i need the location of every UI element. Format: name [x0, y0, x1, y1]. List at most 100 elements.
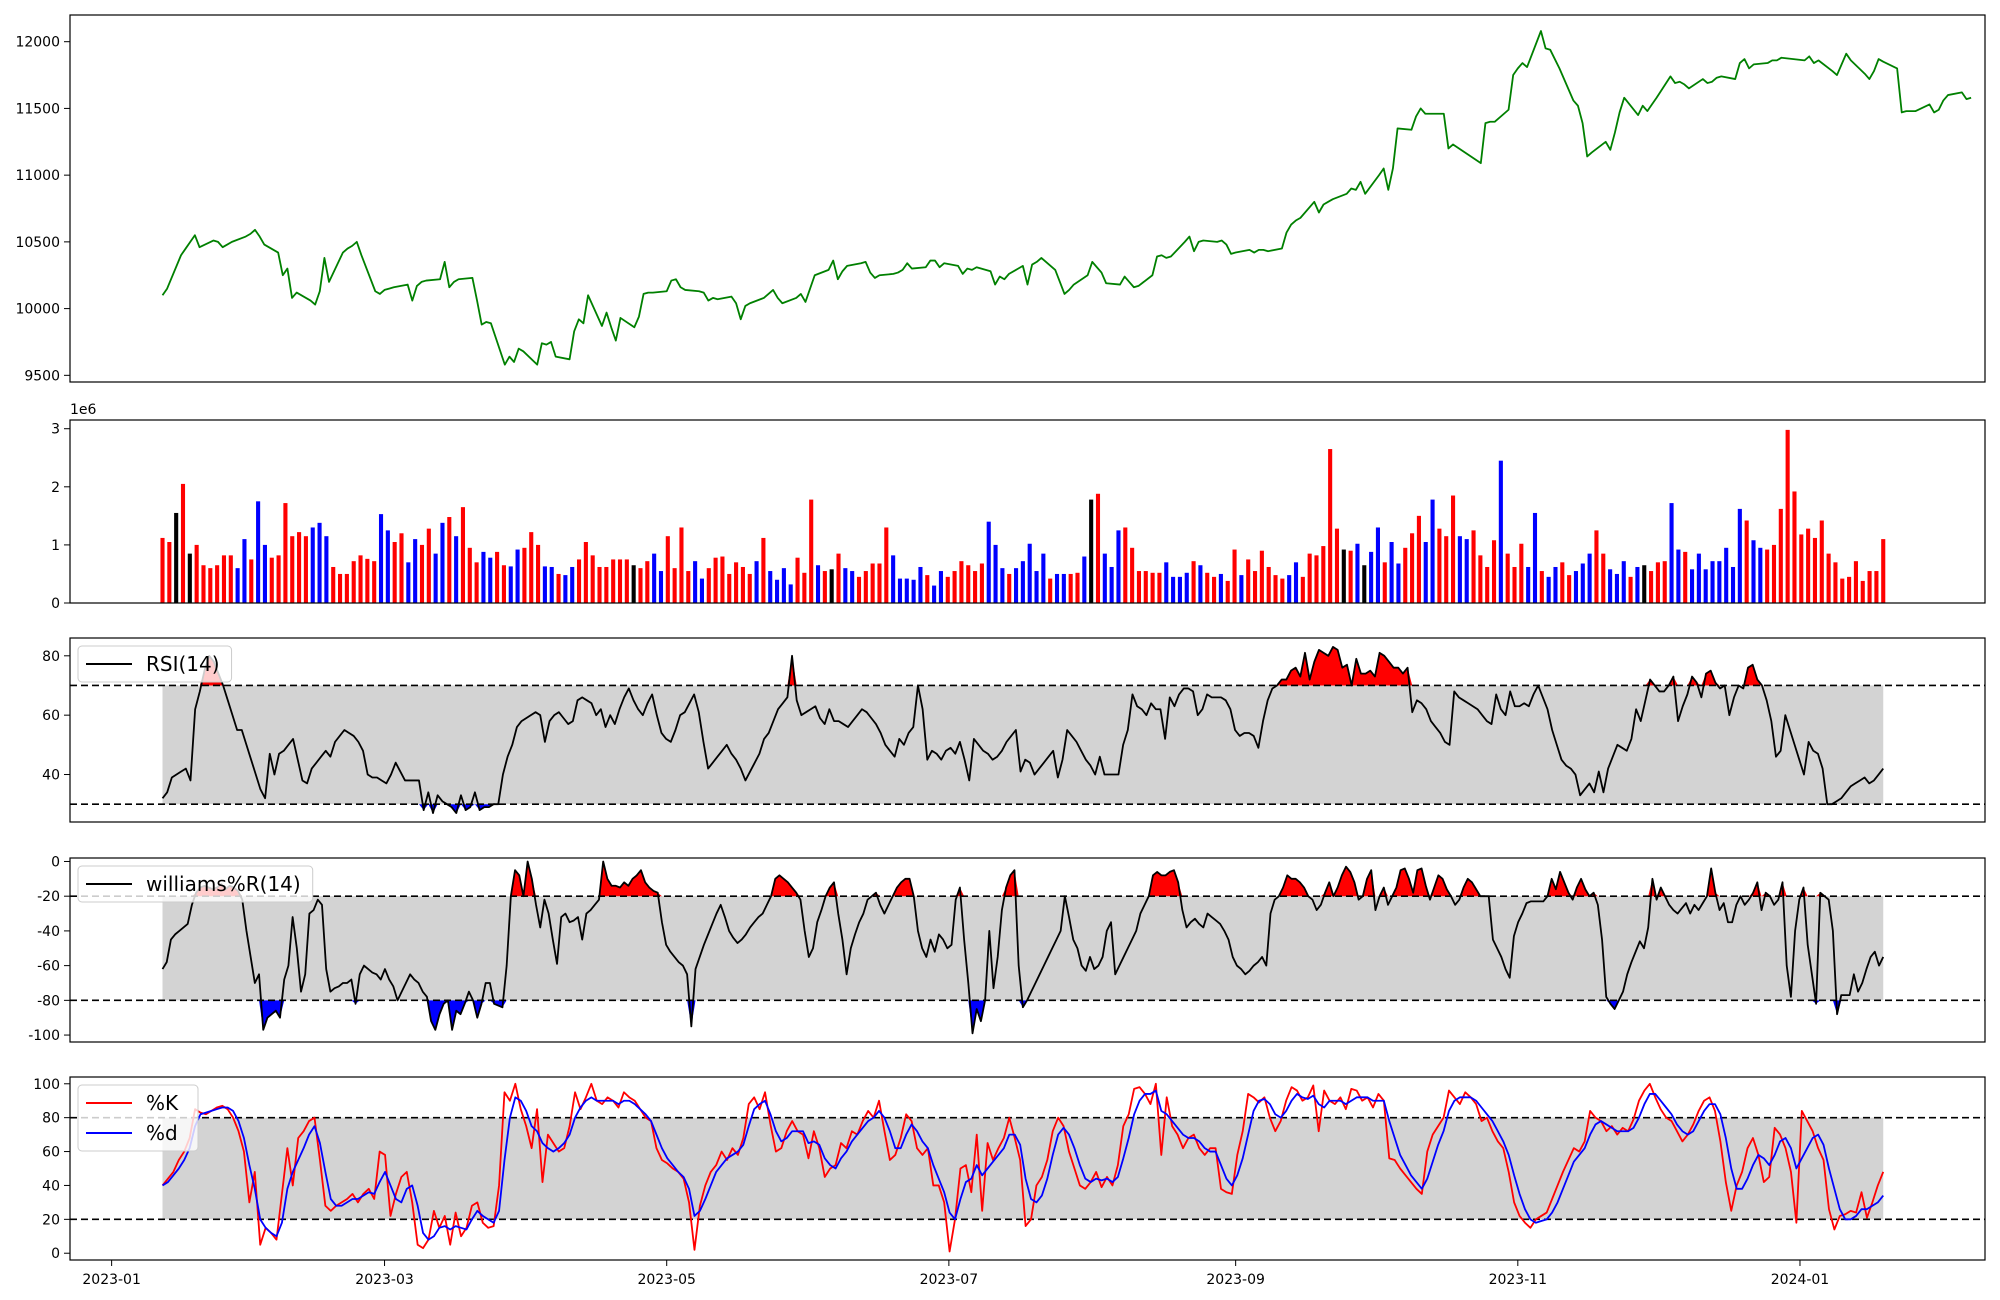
volume-bar: [297, 532, 302, 603]
volume-bar: [529, 532, 534, 603]
volume-bar: [1396, 563, 1401, 603]
volume-bar: [495, 551, 500, 603]
y-tick-label: 80: [42, 649, 60, 665]
volume-bar: [686, 571, 691, 603]
volume-bar: [1355, 543, 1360, 603]
volume-bar: [1232, 549, 1237, 603]
volume-bar: [1334, 528, 1340, 603]
volume-bar: [1683, 551, 1688, 603]
volume-bar: [1819, 520, 1824, 603]
volume-bar: [1771, 544, 1777, 603]
volume-bar: [1307, 553, 1312, 603]
volume-bar: [822, 571, 827, 603]
volume-bar: [338, 573, 343, 603]
williams-plot-layer: [70, 860, 1985, 1035]
volume-bar: [221, 555, 227, 603]
volume-bar: [911, 579, 916, 603]
volume-bar: [1252, 571, 1258, 603]
volume-bar: [1164, 562, 1169, 603]
volume-bar: [1587, 553, 1592, 603]
volume-bar: [1328, 449, 1333, 603]
stochastic-legend-d-label: %d: [146, 1121, 178, 1145]
volume-bar: [1758, 547, 1763, 603]
volume-bar: [1116, 530, 1121, 603]
volume-bar: [645, 561, 650, 603]
price-y-axis: 9500 10000 10500 11000 11500 12000: [15, 35, 70, 384]
volume-bar: [1826, 553, 1831, 603]
williams-panel: 0 -20 -40 -60 -80 -100 williams%R(14): [28, 854, 1986, 1044]
volume-bar: [693, 561, 698, 603]
volume-bar: [515, 549, 520, 603]
volume-bar: [775, 579, 780, 603]
williams-band: [162, 896, 1884, 1001]
volume-bar: [1362, 565, 1367, 603]
volume-bar: [256, 501, 261, 603]
volume-panel: 0 1 2 3 1e6: [51, 402, 1986, 612]
volume-bar: [761, 537, 766, 603]
williams-y-axis: 0 -20 -40 -60 -80 -100: [28, 854, 70, 1044]
stochastic-band: [162, 1117, 1884, 1220]
volume-bar: [938, 571, 943, 603]
volume-bar: [187, 553, 192, 603]
volume-bar: [1184, 572, 1189, 603]
volume-bar: [597, 566, 602, 603]
volume-bar: [385, 530, 390, 603]
rsi-y-axis: 40 60 80: [42, 649, 70, 784]
volume-bar: [1382, 562, 1387, 603]
y-tick-label: 60: [42, 708, 60, 724]
y-tick-label: 40: [42, 768, 60, 784]
volume-bar: [1444, 536, 1449, 603]
volume-bar: [1212, 576, 1217, 603]
y-tick-label: 0: [51, 596, 60, 612]
volume-bar: [310, 527, 315, 603]
williams-legend: williams%R(14): [77, 865, 314, 903]
volume-bar: [433, 553, 438, 603]
volume-bar: [1430, 499, 1435, 603]
volume-bar: [1471, 530, 1476, 603]
volume-bar: [727, 573, 732, 603]
volume-bar: [1799, 534, 1804, 603]
volume-bar: [419, 544, 425, 603]
y-tick-label: -60: [37, 959, 60, 975]
volume-bar: [1348, 550, 1353, 603]
y-tick-label: 60: [42, 1145, 60, 1161]
y-tick-label: 10500: [15, 235, 60, 251]
volume-bar: [1287, 575, 1292, 603]
y-tick-label: 3: [51, 422, 60, 438]
volume-bar: [488, 557, 493, 603]
volume-offset-label: 1e6: [70, 402, 97, 418]
volume-bar: [1341, 549, 1346, 603]
volume-bar: [1519, 543, 1524, 603]
volume-bar: [508, 566, 513, 603]
volume-bar: [1676, 549, 1681, 603]
volume-bar: [1553, 566, 1558, 603]
volume-bar: [1410, 533, 1415, 603]
volume-bar: [290, 536, 295, 603]
volume-bar: [802, 572, 807, 603]
volume-bar: [174, 512, 179, 603]
y-tick-label: 9500: [24, 368, 60, 384]
volume-bar: [1109, 566, 1114, 603]
volume-bar: [1696, 553, 1701, 603]
volume-bar: [720, 556, 725, 603]
volume-bar: [959, 561, 964, 603]
volume-bar: [1054, 573, 1060, 603]
volume-bar: [1000, 568, 1005, 603]
volume-bar: [1505, 553, 1510, 603]
volume-bar: [1608, 569, 1613, 603]
volume-bar: [672, 568, 677, 603]
volume-bar: [215, 565, 220, 603]
volume-bar: [1123, 527, 1128, 603]
volume-bar: [549, 566, 554, 603]
volume-bar: [1703, 569, 1708, 603]
volume-bar: [160, 537, 165, 603]
volume-bar: [734, 562, 739, 603]
stochastic-plot-layer: [70, 1082, 1985, 1253]
y-tick-label: 11500: [15, 101, 60, 117]
volume-bar: [1614, 573, 1619, 603]
volume-bar: [1389, 542, 1394, 603]
volume-bar: [1089, 499, 1094, 603]
volume-bar: [1874, 571, 1879, 603]
volume-bar: [863, 571, 868, 603]
volume-bar: [467, 547, 472, 603]
